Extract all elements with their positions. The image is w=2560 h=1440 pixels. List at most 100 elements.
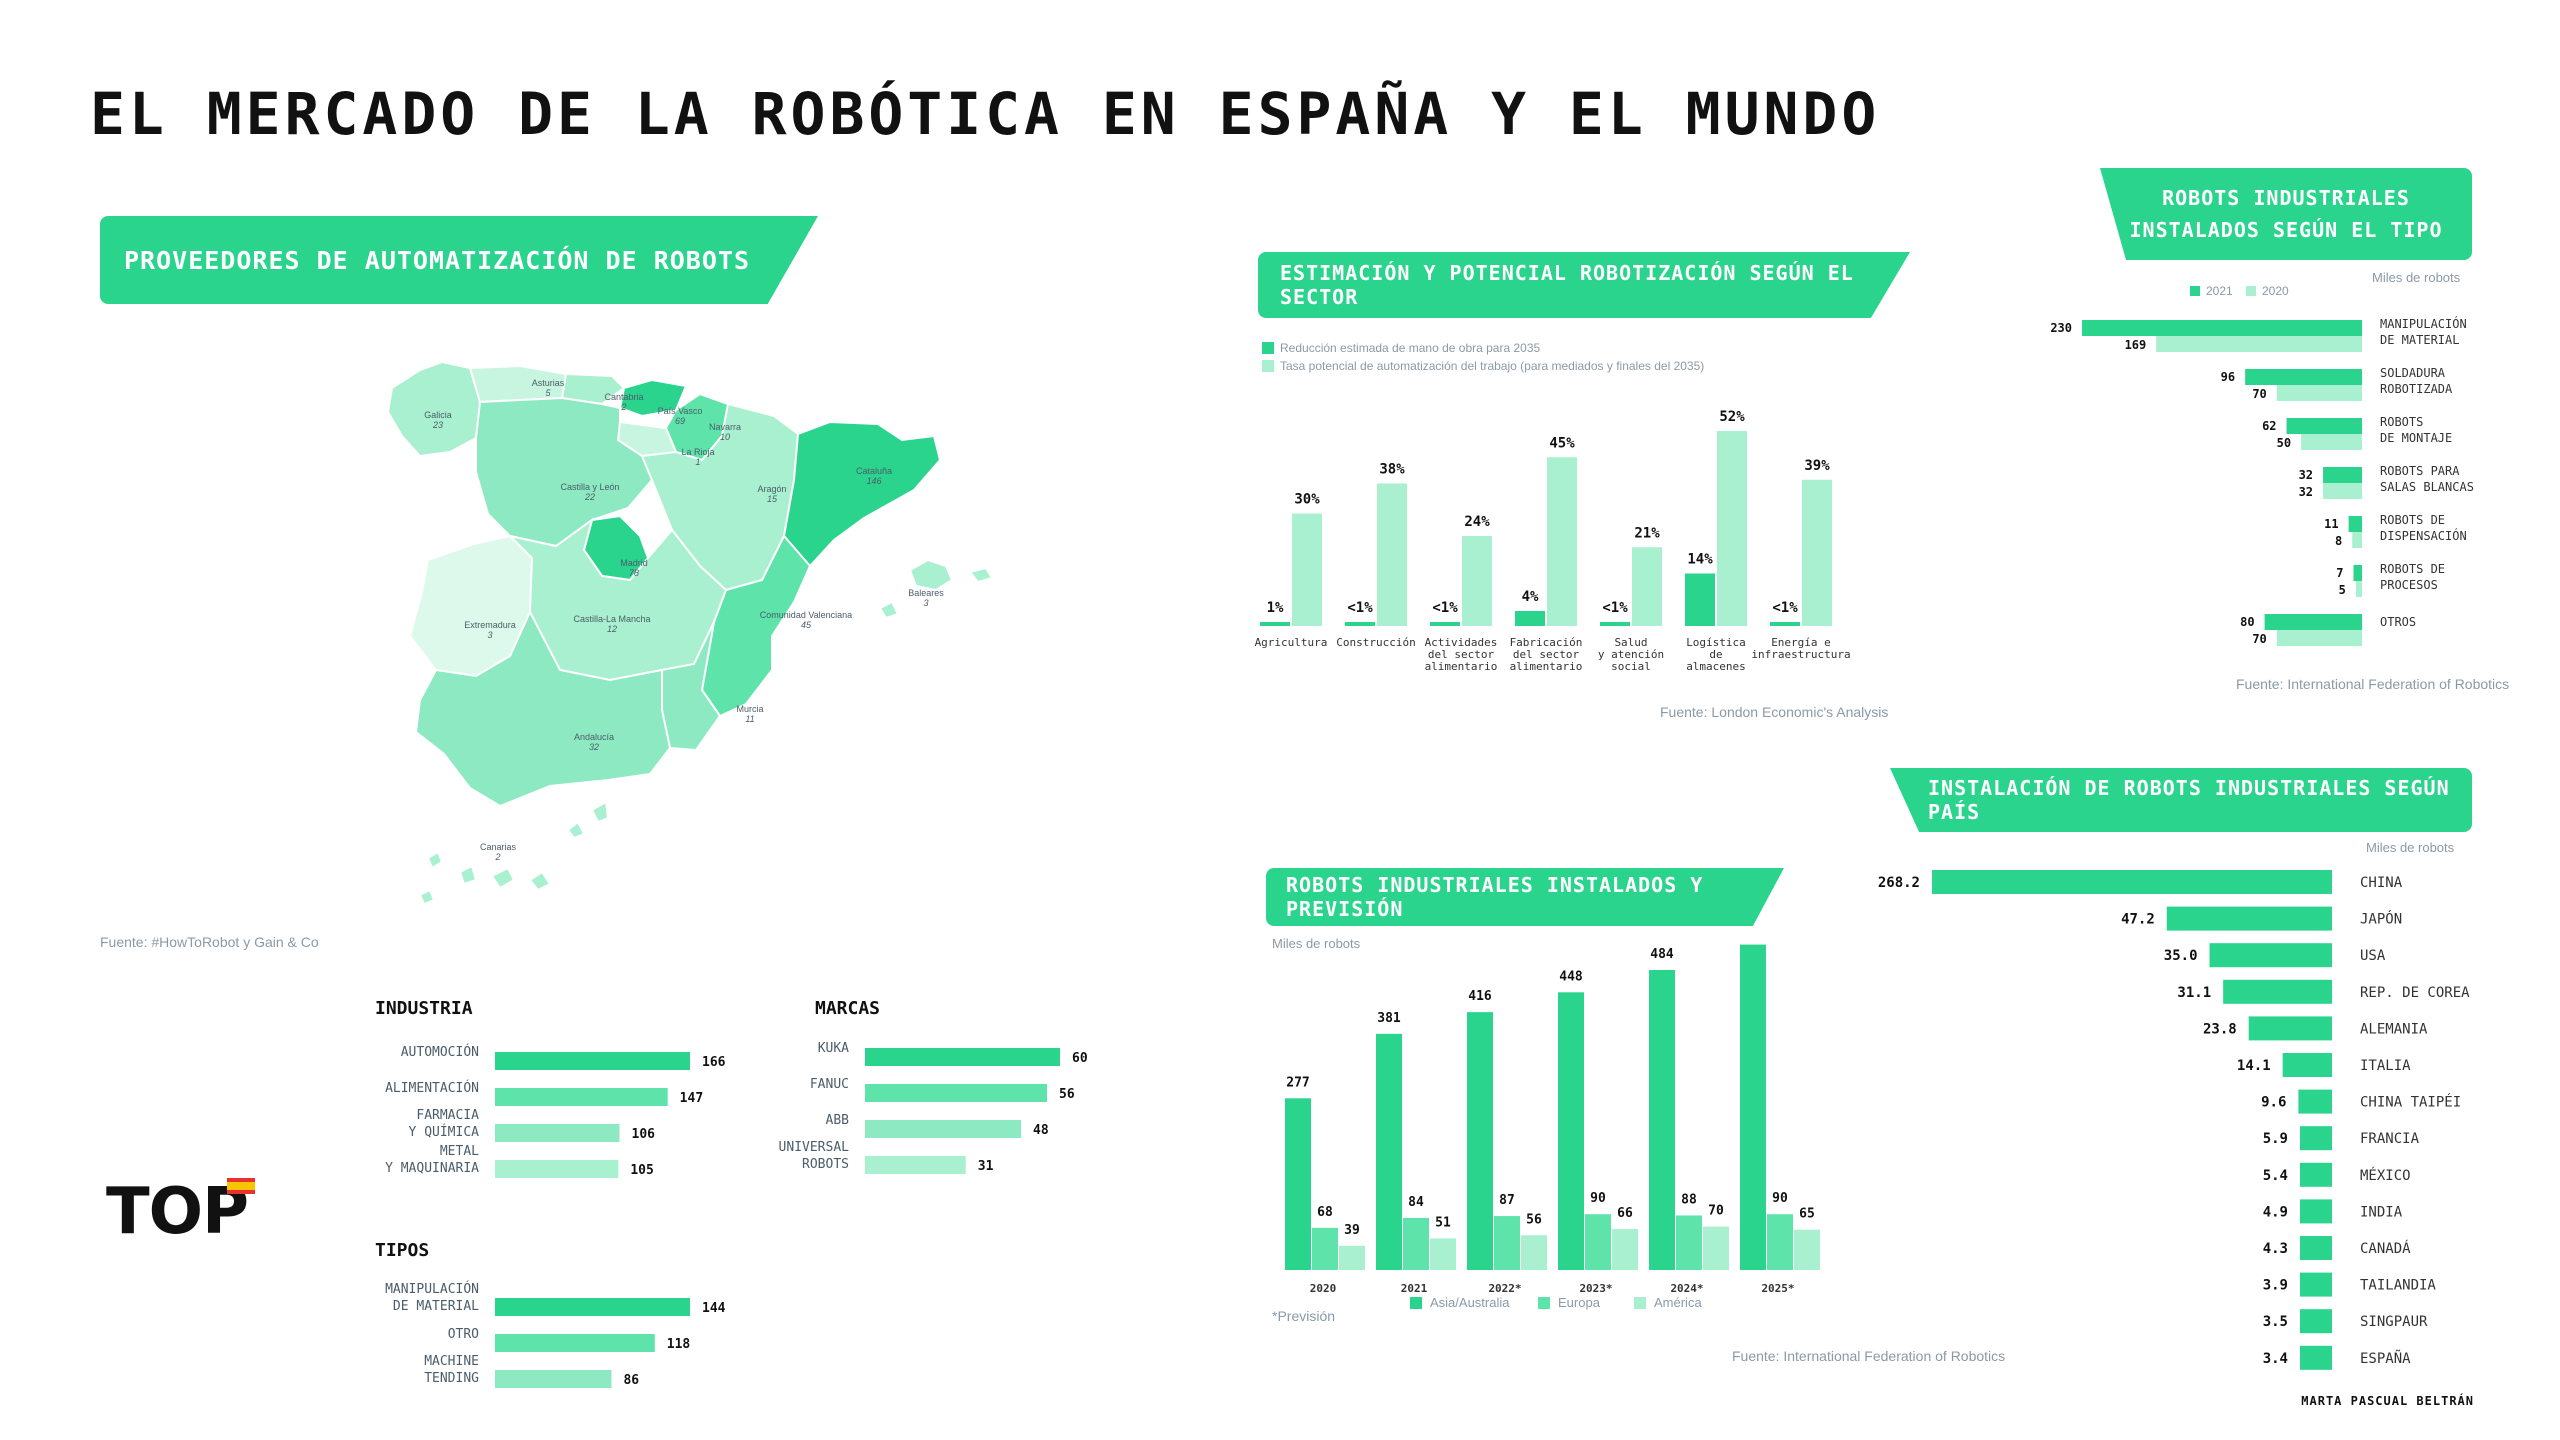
value-label-2-2: 56: [1526, 1212, 1542, 1227]
category-label-1: SOLDADURA ROBOTIZADA: [2380, 366, 2453, 396]
bar-5-0: [1685, 573, 1715, 626]
value-label-4: 23.8: [2203, 1021, 2237, 1037]
legend-label-1: Europa: [1558, 1295, 1601, 1310]
value-label-1: 56: [1059, 1087, 1075, 1102]
bar-2021-2: [2286, 418, 2362, 434]
category-label-3: REP. DE COREA: [2360, 985, 2470, 1001]
region-cataluna[interactable]: [782, 420, 942, 568]
value-label-6-0: <1%: [1772, 600, 1798, 616]
value-label-2: 86: [623, 1373, 639, 1388]
bar-1-1: [1403, 1217, 1429, 1270]
category-label-3: 2023*: [1579, 1282, 1612, 1295]
value-label-2020-1: 70: [2252, 387, 2266, 401]
region-valenciana[interactable]: [700, 534, 812, 718]
category-label-2: MACHINE TENDING: [424, 1354, 479, 1386]
bar-0: [865, 1048, 1060, 1066]
value-label-2-1: 24%: [1464, 514, 1490, 530]
top-logo: TOP: [106, 1175, 249, 1249]
bar-4-0: [1600, 622, 1630, 626]
value-label-2021-6: 80: [2240, 615, 2254, 629]
value-label-1: 118: [667, 1337, 691, 1352]
map-label-16: Canarias 2: [480, 842, 517, 862]
value-label-4-0: <1%: [1602, 600, 1628, 616]
page-title: EL MERCADO DE LA ROBÓTICA EN ESPAÑA Y EL…: [90, 80, 1881, 148]
map-label-10: Extremadura 3: [464, 620, 516, 640]
category-label-3: METAL Y MAQUINARIA: [385, 1144, 479, 1176]
map-banner-label: PROVEEDORES DE AUTOMATIZACIÓN DE ROBOTS: [124, 245, 750, 275]
bar-11: [2300, 1272, 2332, 1297]
region-baleares[interactable]: [878, 558, 994, 620]
map-label-2: Cantabria 2: [604, 392, 643, 412]
bar-3-0: [1515, 611, 1545, 626]
legend-swatch-2021: [2190, 286, 2200, 296]
category-label-2: ABB: [826, 1113, 850, 1128]
value-label-1-1: 84: [1408, 1195, 1424, 1210]
bar-3-2: [1612, 1229, 1638, 1270]
tipo-unit: Miles de robots: [2372, 270, 2461, 285]
value-label-2021-1: 96: [2221, 370, 2235, 384]
value-label-1-1: 38%: [1379, 462, 1405, 478]
bar-0: [495, 1052, 690, 1070]
value-label-2-0: 416: [1468, 989, 1492, 1004]
value-label-1-0: <1%: [1347, 600, 1373, 616]
map-label-11: Castilla-La Mancha 12: [573, 614, 650, 634]
category-label-4: Salud y atención social: [1598, 636, 1664, 673]
value-label-2: 48: [1033, 1123, 1049, 1138]
legend-swatch-2020: [2246, 286, 2256, 296]
bar-5-2: [1794, 1229, 1820, 1270]
map-label-14: Murcia 11: [736, 704, 763, 724]
bar-9: [2300, 1199, 2332, 1224]
value-label-8: 5.4: [2263, 1168, 2288, 1184]
bar-4-2: [1703, 1226, 1729, 1270]
category-label-9: INDIA: [2360, 1204, 2403, 1220]
value-label-0-0: 277: [1286, 1075, 1309, 1090]
tipo-source: Fuente: International Federation of Robo…: [2236, 676, 2510, 692]
region-cantabria[interactable]: [560, 372, 626, 406]
category-label-5: 2025*: [1761, 1282, 1794, 1295]
value-label-3: 31.1: [2177, 985, 2211, 1001]
bar-0: [495, 1298, 690, 1316]
bar-2: [2209, 943, 2332, 968]
map-label-7: Aragón 15: [757, 484, 786, 504]
prevision-banner: ROBOTS INDUSTRIALES INSTALADOS Y PREVISI…: [1266, 868, 1784, 926]
legend-swatch-0: [1410, 1297, 1422, 1309]
bar-2021-4: [2348, 516, 2362, 532]
value-label-0-2: 39: [1344, 1223, 1360, 1238]
value-label-0-1: 30%: [1294, 492, 1320, 508]
pais-banner-label: INSTALACIÓN DE ROBOTS INDUSTRIALES SEGÚN…: [1928, 776, 2450, 824]
value-label-0-1: 68: [1317, 1205, 1333, 1220]
value-label-1: 47.2: [2121, 912, 2155, 928]
value-label-2020-2: 50: [2277, 436, 2291, 450]
value-label-9: 4.9: [2263, 1204, 2288, 1220]
bar-2: [495, 1124, 620, 1142]
value-label-1-0: 381: [1377, 1011, 1401, 1026]
region-canarias[interactable]: [418, 800, 610, 906]
value-label-2021-2: 62: [2262, 419, 2276, 433]
category-label-0: KUKA: [818, 1041, 849, 1056]
bar-2020-4: [2352, 532, 2362, 548]
value-label-12: 3.5: [2263, 1314, 2288, 1330]
bar-2020-5: [2355, 581, 2362, 597]
bar-2-0: [1467, 1012, 1493, 1270]
bar-0-1: [1312, 1227, 1338, 1270]
bar-6: [2298, 1089, 2332, 1114]
category-label-8: MÉXICO: [2360, 1167, 2411, 1184]
category-label-5: Logística de almacenes: [1686, 636, 1746, 673]
value-label-13: 3.4: [2263, 1351, 2288, 1367]
value-label-7: 5.9: [2263, 1131, 2288, 1147]
map-label-4: Navarra 10: [709, 422, 741, 442]
category-label-11: TAILANDIA: [2360, 1278, 2436, 1294]
value-label-2: 106: [632, 1127, 656, 1142]
tipo-banner-line1: ROBOTS INDUSTRIALES: [2162, 186, 2410, 210]
bar-1: [495, 1334, 655, 1352]
region-andalucia[interactable]: [414, 609, 672, 808]
category-label-6: CHINA TAIPÉI: [2360, 1094, 2461, 1111]
category-label-4: ROBOTS DE DISPENSACIÓN: [2380, 513, 2467, 543]
category-label-1: JAPÓN: [2360, 910, 2402, 928]
bar-2021-6: [2264, 614, 2362, 630]
bar-6-1: [1802, 479, 1832, 626]
region-galicia[interactable]: [386, 360, 482, 458]
bar-0-1: [1292, 513, 1322, 626]
bar-2021-5: [2353, 565, 2362, 581]
bar-0-0: [1260, 622, 1290, 626]
